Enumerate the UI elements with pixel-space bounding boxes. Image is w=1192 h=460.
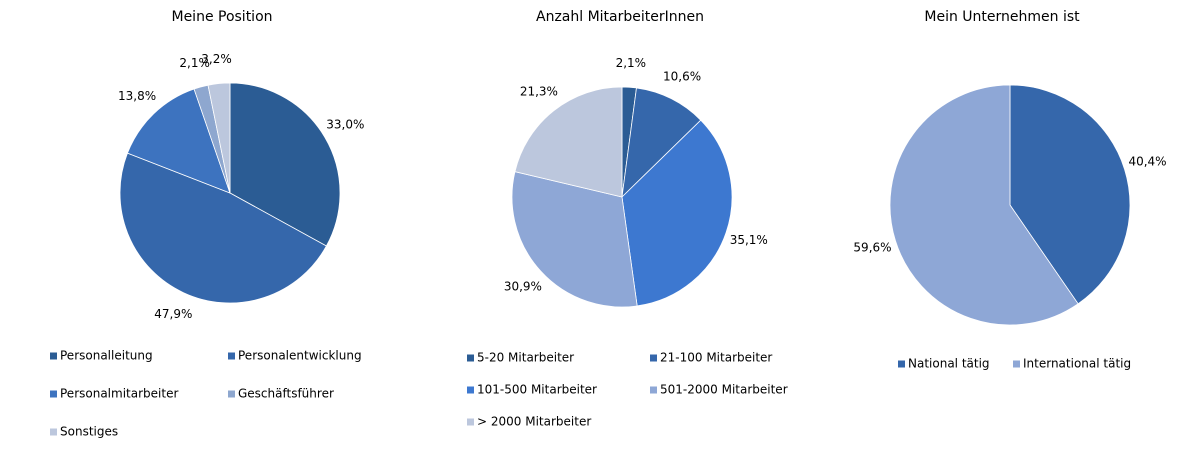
pie-slice: [207, 82, 231, 194]
chart-title: Meine Position: [171, 9, 272, 25]
legend-swatch: [467, 354, 474, 362]
legend-label: National tätig: [908, 357, 990, 371]
legend-swatch: [467, 418, 474, 426]
legend-swatch: [650, 386, 657, 394]
legend-label: Personalentwicklung: [238, 349, 362, 363]
data-label: 35,1%: [730, 233, 768, 247]
data-label: 21,3%: [520, 84, 558, 98]
pie-slice: [889, 84, 1079, 326]
legend-swatch: [50, 390, 57, 398]
data-label: 3,2%: [201, 52, 232, 66]
legend-swatch: [1013, 360, 1020, 368]
chart-title: Anzahl MitarbeiterInnen: [536, 9, 704, 25]
legend-label: International tätig: [1023, 357, 1131, 371]
data-label: 2,1%: [616, 56, 647, 70]
legend-label: Sonstiges: [60, 425, 118, 439]
legend-label: 5-20 Mitarbeiter: [477, 351, 574, 365]
legend-label: Personalleitung: [60, 349, 153, 363]
legend-swatch: [650, 354, 657, 362]
data-label: 2,1%: [179, 56, 210, 70]
legend-swatch: [228, 352, 235, 360]
legend-swatch: [50, 428, 57, 436]
pie-slice: [229, 82, 341, 247]
legend-swatch: [50, 352, 57, 360]
pie-slice: [511, 171, 638, 308]
legend-label: 101-500 Mitarbeiter: [477, 383, 597, 397]
data-label: 13,8%: [118, 89, 156, 103]
legend-swatch: [467, 386, 474, 394]
legend-label: 501-2000 Mitarbeiter: [660, 383, 788, 397]
data-label: 47,9%: [154, 307, 192, 321]
legend-label: 21-100 Mitarbeiter: [660, 351, 772, 365]
legend-swatch: [228, 390, 235, 398]
data-label: 10,6%: [663, 70, 701, 84]
legend-label: Geschäftsführer: [238, 387, 334, 401]
data-label: 33,0%: [326, 117, 364, 131]
legend-swatch: [898, 360, 905, 368]
chart-title: Mein Unternehmen ist: [924, 9, 1080, 25]
pie-slice: [621, 119, 733, 307]
legend-label: Personalmitarbeiter: [60, 387, 178, 401]
data-label: 30,9%: [504, 280, 542, 294]
pie-slice: [621, 87, 702, 199]
pie-slice: [126, 88, 231, 194]
pie-slice: [1009, 84, 1131, 305]
data-label: 40,4%: [1128, 155, 1166, 169]
pie-slice: [514, 86, 623, 198]
legend-label: > 2000 Mitarbeiter: [477, 415, 591, 429]
pie-slice: [119, 152, 327, 304]
data-label: 59,6%: [853, 240, 891, 254]
